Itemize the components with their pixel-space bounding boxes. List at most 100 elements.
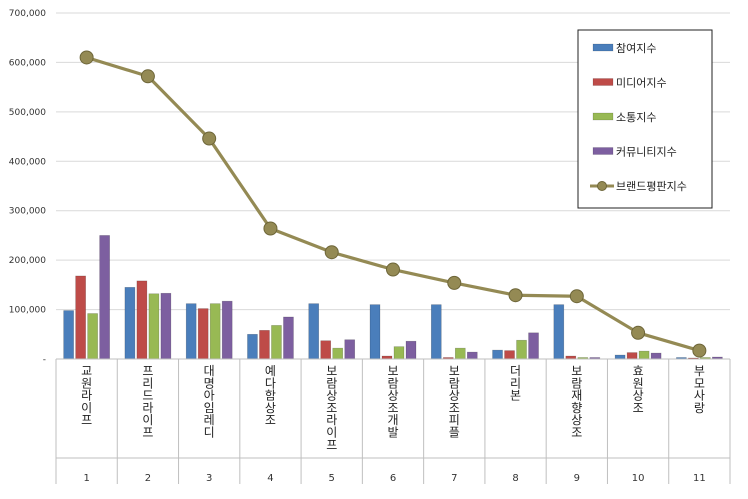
line-point (324, 245, 339, 260)
rank-label: 5 (329, 473, 335, 484)
category-char: 프 (81, 413, 92, 427)
y-tick-label: - (43, 355, 46, 365)
bar-참여지수 (124, 287, 136, 360)
category-char: 람 (326, 376, 337, 390)
line-point (631, 325, 646, 340)
category-char: 명 (204, 376, 215, 390)
bar-소통지수 (332, 347, 344, 360)
category-char: 프 (142, 426, 153, 440)
rank-label: 8 (512, 473, 518, 484)
bar-미디어지수 (75, 275, 86, 360)
rank-label: 3 (206, 473, 212, 484)
category-char: 원 (633, 376, 644, 390)
category-char: 사 (694, 389, 705, 403)
category-char: 프 (142, 364, 153, 378)
rank-label: 7 (451, 473, 457, 484)
bar-미디어지수 (626, 352, 638, 360)
legend-swatch (592, 112, 614, 121)
bar-커뮤니티지수 (650, 352, 662, 360)
y-axis: - 100,000 200,000 300,000 400,000 500,000 600,… (9, 9, 46, 365)
bar-소통지수 (516, 339, 527, 360)
category-char: 상 (326, 389, 337, 403)
rank-label: 6 (390, 473, 396, 484)
grid (56, 12, 730, 311)
line-point (140, 69, 155, 84)
category-char: 이 (326, 426, 337, 440)
category-char: 대 (204, 364, 215, 378)
bar-미디어지수 (136, 280, 148, 360)
category-char: 상 (265, 401, 276, 415)
category-char: 아 (204, 389, 215, 403)
category-char: 조 (326, 401, 337, 415)
category-char: 보 (387, 364, 398, 378)
category-char: 본 (510, 389, 521, 403)
legend-label: 커뮤니티지수 (616, 146, 677, 159)
line-point (508, 288, 523, 303)
y-tick-label: 600,000 (9, 58, 46, 68)
bar-커뮤니티지수 (344, 339, 356, 360)
category-char: 부 (694, 364, 705, 378)
category-char: 보 (326, 364, 337, 378)
category-char: 재 (571, 389, 582, 403)
category-char: 상 (449, 389, 460, 403)
category-char: 레 (204, 413, 215, 427)
category-char: 개 (387, 413, 398, 427)
legend-swatch (592, 147, 614, 155)
category-char: 효 (633, 364, 644, 378)
category-char: 람 (571, 376, 582, 390)
category-char: 모 (694, 376, 705, 390)
category-char: 라 (142, 401, 153, 415)
bar-커뮤니티지수 (466, 351, 478, 360)
category-char: 디 (204, 426, 215, 440)
bar-참여지수 (308, 303, 320, 360)
bars (63, 235, 723, 360)
legend-label: 브랜드평판지수 (616, 180, 687, 193)
bar-소통지수 (393, 346, 405, 360)
legend-label: 소통지수 (616, 111, 656, 124)
category-char: 상 (571, 413, 582, 427)
category-char: 함 (265, 389, 276, 403)
bar-커뮤니티지수 (528, 332, 539, 360)
bar-소통지수 (271, 325, 282, 360)
x-axis: 교 원 라 이 프1프 리 드 라 이 프2대 명 아 임 레 디3예 다 함 상 조4보 람 상 조 라 이 프5보 람 상 조 개 발… (55, 358, 731, 484)
category-char: 교 (81, 364, 92, 378)
category-char: 랑 (694, 401, 705, 415)
category-char: 발 (387, 426, 398, 440)
bar-커뮤니티지수 (221, 300, 233, 360)
category-char: 보 (449, 364, 460, 378)
category-char: 리 (510, 376, 521, 390)
category-char: 상 (387, 389, 398, 403)
bar-소통지수 (87, 313, 98, 360)
category-char: 드 (142, 389, 153, 403)
bar-미디어지수 (504, 350, 515, 360)
bar-참여지수 (614, 354, 626, 360)
category-char: 프 (326, 438, 337, 452)
bar-커뮤니티지수 (405, 340, 417, 360)
bar-커뮤니티지수 (160, 292, 172, 360)
category-char: 이 (142, 413, 153, 427)
line-point (386, 262, 400, 277)
category-char: 조 (387, 401, 398, 415)
rank-label: 10 (632, 473, 645, 484)
bar-참여지수 (492, 349, 503, 360)
bar-소통지수 (209, 303, 221, 360)
line-point (202, 131, 217, 146)
bar-미디어지수 (320, 340, 332, 360)
bar-참여지수 (247, 333, 258, 360)
category-char: 조 (265, 413, 276, 427)
category-char: 더 (510, 364, 521, 378)
category-char: 라 (81, 389, 92, 403)
y-tick-label: 500,000 (9, 108, 46, 118)
category-char: 보 (571, 364, 582, 378)
rank-label: 4 (267, 473, 273, 484)
